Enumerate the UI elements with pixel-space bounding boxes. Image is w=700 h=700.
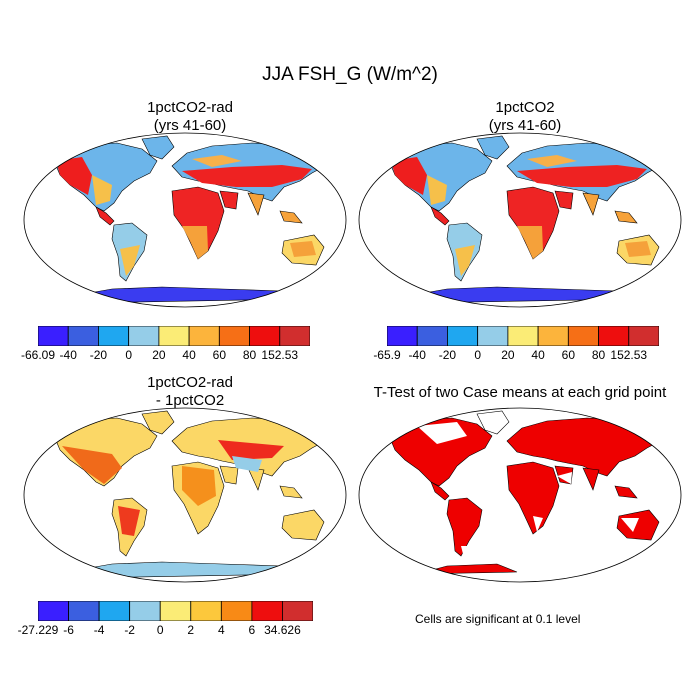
- colorbar-3-swatch: [68, 601, 100, 621]
- panel-3-title-line2: - 1pctCO2: [155, 392, 225, 409]
- colorbar-1-swatch: [67, 326, 99, 346]
- panel-1-title-line2: (yrs 41-60): [153, 117, 227, 134]
- colorbar-2-swatch: [567, 326, 599, 346]
- colorbar-2-tick-label: -20: [438, 348, 457, 362]
- colorbar-3-tick-label: -27.229: [17, 623, 59, 637]
- panel-3-title: 1pctCO2-rad - 1pctCO2: [95, 374, 285, 410]
- colorbar-2-swatch: [477, 326, 509, 346]
- panel-4-title-line1: T-Test of two Case means at each grid po…: [373, 384, 667, 401]
- colorbar-3-tick-label: 6: [248, 623, 256, 637]
- colorbar-2-tick-label: 152.53: [610, 348, 648, 362]
- colorbar-2-swatch: [507, 326, 539, 346]
- colorbar-1-tick-label: 20: [152, 348, 166, 362]
- colorbar-3-tick-label: 34.626: [264, 623, 301, 637]
- colorbar-1-swatch: [158, 326, 190, 346]
- colorbar-2-swatch: [387, 326, 418, 346]
- colorbar-1-tick-label: 0: [125, 348, 132, 362]
- panel-4-title: T-Test of two Case means at each grid po…: [355, 384, 685, 402]
- colorbar-1-tick-label: -40: [59, 348, 77, 362]
- colorbar-1-swatch: [188, 326, 220, 346]
- colorbar-2-swatch: [628, 326, 659, 346]
- colorbar-1-swatch: [279, 326, 310, 346]
- panel-3-title-line1: 1pctCO2-rad: [147, 374, 233, 391]
- colorbar-1-swatch: [249, 326, 281, 346]
- colorbar-3-swatch: [98, 601, 131, 621]
- colorbar-3-tick-label: 0: [156, 623, 164, 637]
- colorbar-2-swatch: [416, 326, 448, 346]
- colorbar-3-tick-label: 4: [217, 623, 225, 637]
- colorbar-1-tick-label: -66.09: [20, 348, 56, 362]
- colorbar-1-tick-label: -20: [89, 348, 108, 362]
- figure-title: JJA FSH_G (W/m^2): [262, 64, 438, 85]
- colorbar-3-swatch: [282, 601, 313, 621]
- colorbar-1: [38, 326, 310, 346]
- colorbar-3-swatch: [251, 601, 283, 621]
- panel-1-title-line1: 1pctCO2-rad: [147, 99, 233, 116]
- colorbar-3-swatch: [129, 601, 161, 621]
- map-panel-1: [22, 131, 348, 309]
- colorbar-3-swatch: [190, 601, 222, 621]
- colorbar-3-swatch: [220, 601, 253, 621]
- colorbar-1-tick-label: 60: [212, 348, 226, 362]
- colorbar-2-tick-label: 80: [591, 348, 606, 362]
- colorbar-3-swatch: [38, 601, 69, 621]
- colorbar-2-swatch: [537, 326, 569, 346]
- colorbar-1-swatch: [218, 326, 250, 346]
- significance-note: Cells are significant at 0.1 level: [415, 612, 581, 626]
- colorbar-3-tick-label: 2: [187, 623, 195, 637]
- map-panel-3: [22, 406, 348, 584]
- colorbar-1-swatch: [98, 326, 130, 346]
- colorbar-3-tick-label: -6: [63, 623, 74, 637]
- colorbar-1-tick-label: 152.53: [261, 348, 299, 362]
- colorbar-2-tick-label: 20: [501, 348, 515, 362]
- colorbar-2-tick-label: -40: [408, 348, 426, 362]
- panel-2-title-line1: 1pctCO2: [495, 99, 555, 116]
- colorbar-3: [38, 601, 313, 621]
- colorbar-2-tick-label: 40: [531, 348, 545, 362]
- colorbar-2-tick-label: 60: [561, 348, 575, 362]
- panel-2-title-line2: (yrs 41-60): [488, 117, 562, 134]
- colorbar-3-tick-label: -4: [93, 623, 105, 637]
- colorbar-2-tick-label: -65.9: [373, 348, 401, 362]
- colorbar-3-swatch: [159, 601, 192, 621]
- colorbar-3-tick-label: -2: [124, 623, 135, 637]
- colorbar-2-tick-label: 0: [474, 348, 481, 362]
- colorbar-1-tick-label: 40: [182, 348, 196, 362]
- panel-2-title: 1pctCO2 (yrs 41-60): [430, 99, 620, 135]
- colorbar-1-tick-label: 80: [242, 348, 257, 362]
- map-panel-2: [357, 131, 683, 309]
- colorbar-2-swatch: [447, 326, 479, 346]
- colorbar-2: [387, 326, 659, 346]
- colorbar-2-swatch: [598, 326, 630, 346]
- panel-1-title: 1pctCO2-rad (yrs 41-60): [95, 99, 285, 135]
- map-panel-4: [357, 406, 683, 584]
- colorbar-1-swatch: [38, 326, 69, 346]
- colorbar-1-swatch: [128, 326, 160, 346]
